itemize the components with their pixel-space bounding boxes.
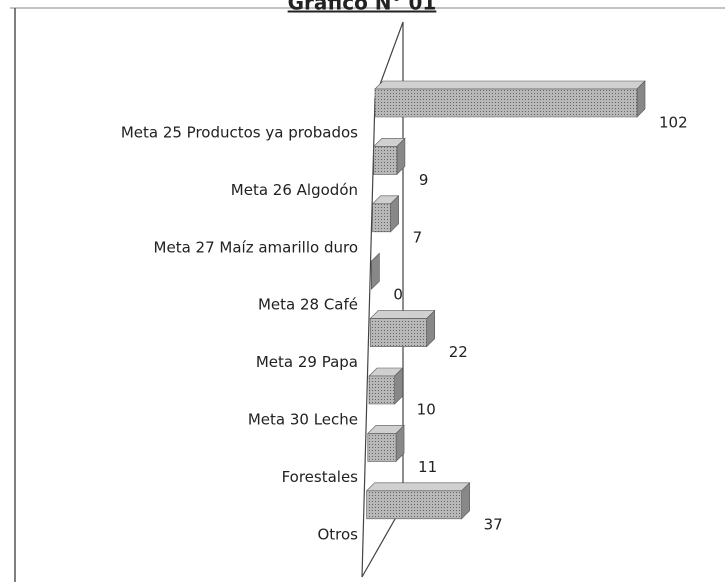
category-label: Meta 29 Papa [256,353,358,371]
value-label: 9 [419,171,429,189]
bar [373,137,406,176]
category-label: Meta 27 Maíz amarillo duro [154,238,358,256]
category-label: Meta 30 Leche [248,411,358,429]
bar [368,367,404,405]
value-label: 11 [418,458,437,476]
bar-front [374,88,638,118]
value-label: 102 [659,114,688,132]
bar-top [374,80,646,90]
bar-side [371,252,380,290]
bar [369,309,436,348]
value-label: 0 [393,286,403,304]
bar [371,195,400,233]
bar-front [372,203,391,233]
value-label: 37 [484,515,503,533]
category-label: Meta 28 Café [258,296,358,314]
category-label: Otros [317,525,358,543]
chart-title: Gráfico N° 01 [288,0,437,15]
value-label: 22 [449,343,468,361]
bar-front [366,490,462,520]
category-label: Forestales [282,468,359,486]
category-label: Meta 25 Productos ya probados [121,124,358,142]
bar-front [369,318,428,347]
bar [367,424,405,463]
bar [371,252,380,290]
category-label: Meta 26 Algodón [231,181,358,199]
bar-top [369,310,436,319]
bar [374,80,646,118]
bar-front [367,433,397,462]
bar-top [365,482,471,492]
bar-front [373,146,398,175]
value-label: 7 [413,228,423,246]
value-label: 10 [417,401,436,419]
bar [365,482,471,520]
bar-front [368,375,395,405]
